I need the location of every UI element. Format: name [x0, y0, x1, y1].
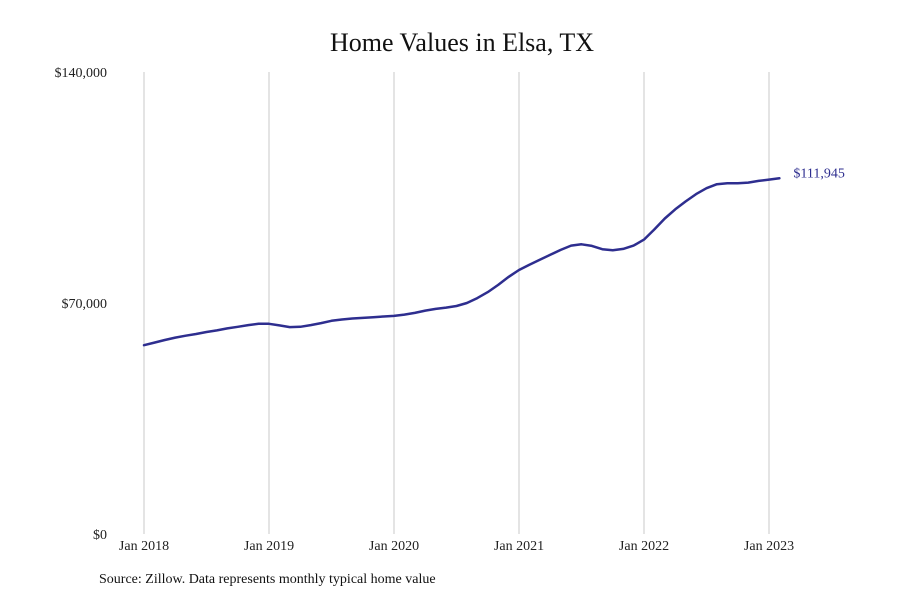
- y-tick-label-2: $140,000: [55, 66, 108, 81]
- x-tick-label-2: Jan 2020: [369, 539, 419, 554]
- series-layer: [142, 177, 781, 347]
- x-axis-ticks: Jan 2018 Jan 2019 Jan 2020 Jan 2021 Jan 2022…: [119, 539, 794, 554]
- chart-title: Home Values in Elsa, TX: [329, 28, 595, 57]
- x-tick-label-3: Jan 2021: [494, 539, 544, 554]
- y-tick-label-0: $0: [93, 528, 107, 543]
- x-tick-label-0: Jan 2018: [119, 539, 169, 554]
- gridlines: [143, 72, 770, 534]
- series-line: [142, 177, 781, 347]
- source-note: Source: Zillow. Data represents monthly …: [99, 572, 436, 587]
- x-tick-label-1: Jan 2019: [244, 539, 294, 554]
- x-tick-label-4: Jan 2022: [619, 539, 669, 554]
- end-value-label: $111,945: [793, 166, 844, 181]
- end-value-layer: $111,945: [793, 166, 844, 181]
- y-axis-ticks: $0 $70,000 $140,000: [55, 66, 108, 543]
- y-tick-label-1: $70,000: [62, 297, 108, 312]
- x-tick-label-5: Jan 2023: [744, 539, 794, 554]
